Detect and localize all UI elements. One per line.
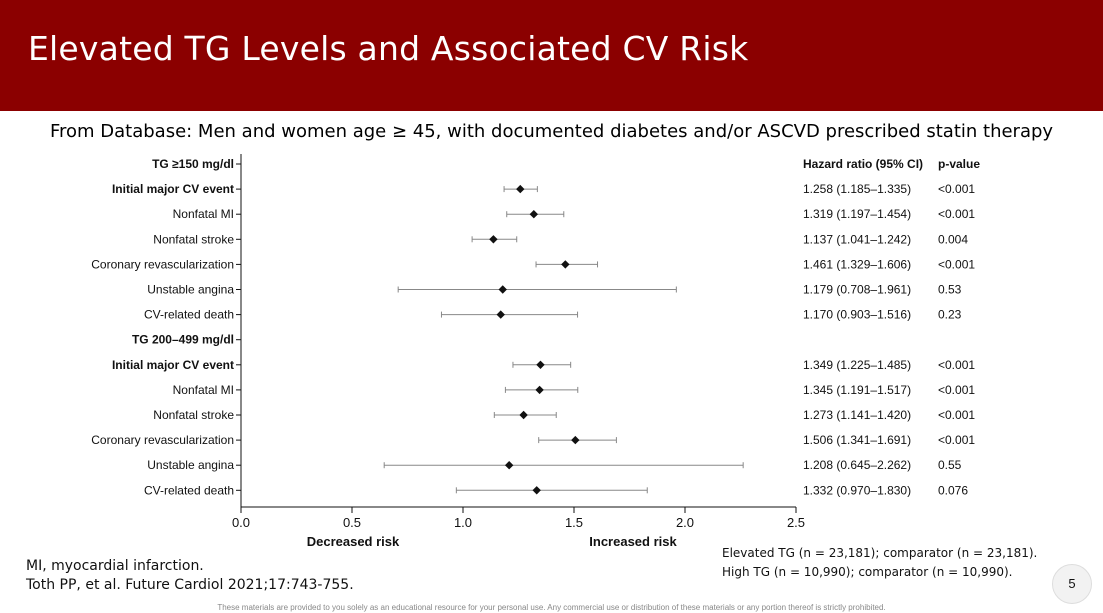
row-label: Unstable angina bbox=[147, 458, 234, 472]
page-number: 5 bbox=[1052, 564, 1092, 604]
p-column-header: p-value bbox=[938, 157, 980, 171]
hazard-ratio-value: 1.345 (1.191–1.517) bbox=[803, 383, 911, 397]
p-value: <0.001 bbox=[938, 433, 975, 447]
hazard-ratio-marker bbox=[532, 486, 541, 495]
p-value: <0.001 bbox=[938, 257, 975, 271]
hazard-ratio-marker bbox=[504, 461, 514, 470]
slide-subtitle: From Database: Men and women age ≥ 45, w… bbox=[49, 121, 1054, 142]
hazard-ratio-value: 1.349 (1.225–1.485) bbox=[803, 358, 911, 372]
hazard-ratio-value: 1.258 (1.185–1.335) bbox=[803, 182, 911, 196]
hazard-ratio-marker bbox=[519, 410, 528, 420]
hazard-ratio-value: 1.273 (1.141–1.420) bbox=[803, 408, 911, 422]
row-label: Nonfatal stroke bbox=[153, 408, 234, 422]
hazard-ratio-marker bbox=[571, 435, 580, 445]
row-label: Initial major CV event bbox=[112, 182, 234, 196]
citation-footnote: Toth PP, et al. Future Cardiol 2021;17:7… bbox=[26, 577, 354, 593]
increased-risk-label: Increased risk bbox=[589, 534, 677, 548]
hazard-ratio-marker bbox=[561, 260, 570, 269]
hazard-ratio-marker bbox=[516, 184, 525, 194]
disclaimer: These materials are provided to you sole… bbox=[217, 603, 886, 612]
note-elevated-tg: Elevated TG (n = 23,181); comparator (n … bbox=[722, 546, 1038, 560]
p-value: <0.001 bbox=[938, 383, 975, 397]
row-label: Coronary revascularization bbox=[91, 257, 234, 271]
row-label: Nonfatal stroke bbox=[153, 232, 234, 246]
forest-plot: Hazard ratio (95% CI) p-value 0.0 0.5 1.0 1.5… bbox=[91, 154, 980, 548]
hr-column-header: Hazard ratio (95% CI) bbox=[803, 157, 923, 171]
sample-size-notes: Elevated TG (n = 23,181); comparator (n … bbox=[722, 544, 1037, 582]
p-value: <0.001 bbox=[938, 358, 975, 372]
p-value: 0.004 bbox=[938, 232, 968, 246]
x-tick-label-4: 2.0 bbox=[676, 515, 694, 530]
title-bar: Elevated TG Levels and Associated CV Ris… bbox=[0, 0, 1103, 111]
p-value: 0.23 bbox=[938, 308, 962, 322]
hazard-ratio-value: 1.461 (1.329–1.606) bbox=[803, 257, 911, 271]
row-label: Nonfatal MI bbox=[173, 383, 234, 397]
x-tick-label-1: 0.5 bbox=[343, 515, 361, 530]
group-header-label: TG 200–499 mg/dl bbox=[132, 333, 234, 347]
hazard-ratio-value: 1.137 (1.041–1.242) bbox=[803, 232, 911, 246]
footnotes: MI, myocardial infarction. Toth PP, et a… bbox=[26, 557, 354, 595]
p-value: <0.001 bbox=[938, 182, 975, 196]
slide-title: Elevated TG Levels and Associated CV Ris… bbox=[28, 29, 749, 68]
row-label: Unstable angina bbox=[147, 283, 234, 297]
hazard-ratio-marker bbox=[496, 310, 505, 319]
note-high-tg: High TG (n = 10,990); comparator (n = 10… bbox=[722, 565, 1013, 579]
decreased-risk-label: Decreased risk bbox=[307, 534, 400, 548]
p-value: 0.53 bbox=[938, 283, 962, 297]
hazard-ratio-value: 1.179 (0.708–1.961) bbox=[803, 283, 911, 297]
row-label: CV-related death bbox=[144, 308, 234, 322]
row-label: CV-related death bbox=[144, 483, 234, 497]
x-tick-label-2: 1.0 bbox=[454, 515, 472, 530]
hazard-ratio-marker bbox=[529, 210, 539, 219]
x-tick-label-5: 2.5 bbox=[787, 515, 805, 530]
row-label: Coronary revascularization bbox=[91, 433, 234, 447]
abbreviation-footnote: MI, myocardial infarction. bbox=[26, 558, 204, 574]
hazard-ratio-value: 1.170 (0.903–1.516) bbox=[803, 308, 911, 322]
p-value: 0.55 bbox=[938, 458, 962, 472]
hazard-ratio-marker bbox=[536, 360, 545, 369]
row-label: Initial major CV event bbox=[112, 358, 234, 372]
hazard-ratio-value: 1.506 (1.341–1.691) bbox=[803, 433, 911, 447]
hazard-ratio-value: 1.208 (0.645–2.262) bbox=[803, 458, 911, 472]
row-label: Nonfatal MI bbox=[173, 207, 234, 221]
hazard-ratio-marker bbox=[489, 235, 498, 244]
p-value: 0.076 bbox=[938, 483, 968, 497]
hazard-ratio-marker bbox=[535, 385, 544, 395]
group-header-label: TG ≥150 mg/dl bbox=[152, 157, 234, 171]
hazard-ratio-value: 1.332 (0.970–1.830) bbox=[803, 483, 911, 497]
x-tick-label-0: 0.0 bbox=[232, 515, 250, 530]
hazard-ratio-value: 1.319 (1.197–1.454) bbox=[803, 207, 911, 221]
hazard-ratio-marker bbox=[498, 285, 507, 294]
x-tick-label-3: 1.5 bbox=[565, 515, 583, 530]
p-value: <0.001 bbox=[938, 408, 975, 422]
p-value: <0.001 bbox=[938, 207, 975, 221]
